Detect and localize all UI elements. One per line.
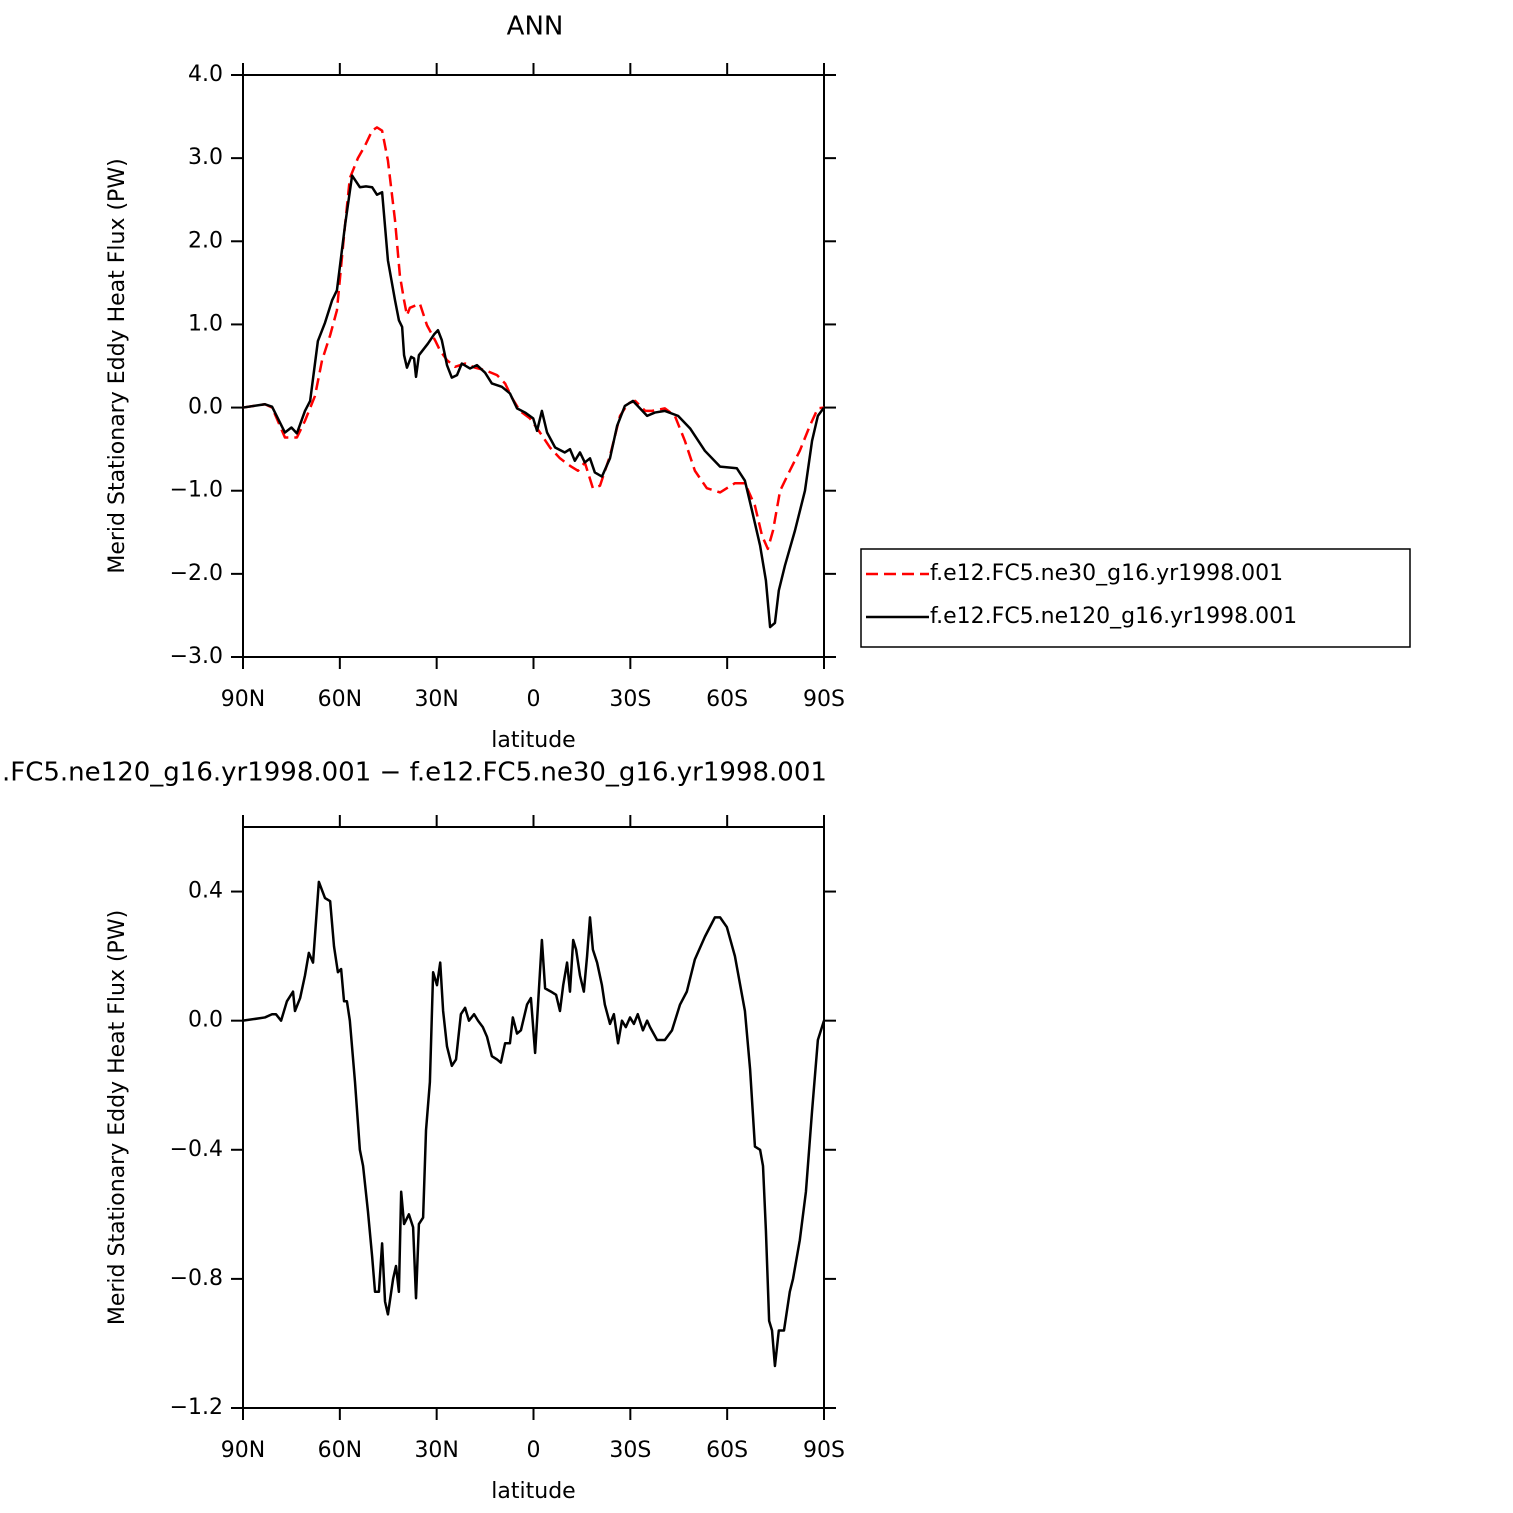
x-tick-label: 90S <box>803 687 845 712</box>
plot-frame <box>242 74 825 658</box>
legend-label: f.e12.FC5.ne120_g16.yr1998.001 <box>930 604 1297 629</box>
y-tick-label: −1.0 <box>170 478 223 503</box>
x-tick-label: 90N <box>221 687 265 712</box>
y-tick-label: −0.4 <box>170 1137 223 1162</box>
legend-label: f.e12.FC5.ne30_g16.yr1998.001 <box>930 561 1283 586</box>
series-line <box>242 880 826 1368</box>
x-tick-label: 0 <box>527 1438 541 1463</box>
y-axis-label: Merid Stationary Eddy Heat Flux (PW) <box>105 158 130 573</box>
x-tick-label: 90N <box>221 1438 265 1463</box>
y-tick-label: −1.2 <box>170 1395 223 1420</box>
x-axis-label: latitude <box>491 1479 575 1504</box>
x-tick-label: 60N <box>318 687 362 712</box>
y-axis-label: Merid Stationary Eddy Heat Flux (PW) <box>105 910 130 1325</box>
x-tick-label: 30N <box>414 687 458 712</box>
x-tick-label: 0 <box>527 687 541 712</box>
plot-frame <box>242 826 825 1409</box>
y-tick-label: −0.8 <box>170 1266 223 1291</box>
x-tick-label: 60S <box>706 1438 748 1463</box>
y-tick-label: 3.0 <box>188 145 223 170</box>
x-tick-label: 30S <box>609 687 651 712</box>
y-tick-label: 4.0 <box>188 62 223 87</box>
x-tick-label: 30S <box>609 1438 651 1463</box>
y-tick-label: 1.0 <box>188 311 223 336</box>
x-tick-label: 90S <box>803 1438 845 1463</box>
chart-title: .FC5.ne120_g16.yr1998.001 − f.e12.FC5.ne… <box>2 758 827 788</box>
y-tick-label: 0.4 <box>188 879 223 904</box>
y-tick-label: 0.0 <box>188 1008 223 1033</box>
chart-title: ANN <box>507 12 564 42</box>
y-tick-label: −2.0 <box>170 561 223 586</box>
legend-box <box>860 548 1411 648</box>
x-tick-label: 30N <box>414 1438 458 1463</box>
series-line <box>242 126 825 551</box>
y-tick-label: −3.0 <box>170 644 223 669</box>
x-tick-label: 60S <box>706 687 748 712</box>
series-line <box>242 174 826 629</box>
x-tick-label: 60N <box>318 1438 362 1463</box>
x-axis-label: latitude <box>491 728 575 753</box>
y-tick-label: 0.0 <box>188 395 223 420</box>
y-tick-label: 2.0 <box>188 228 223 253</box>
